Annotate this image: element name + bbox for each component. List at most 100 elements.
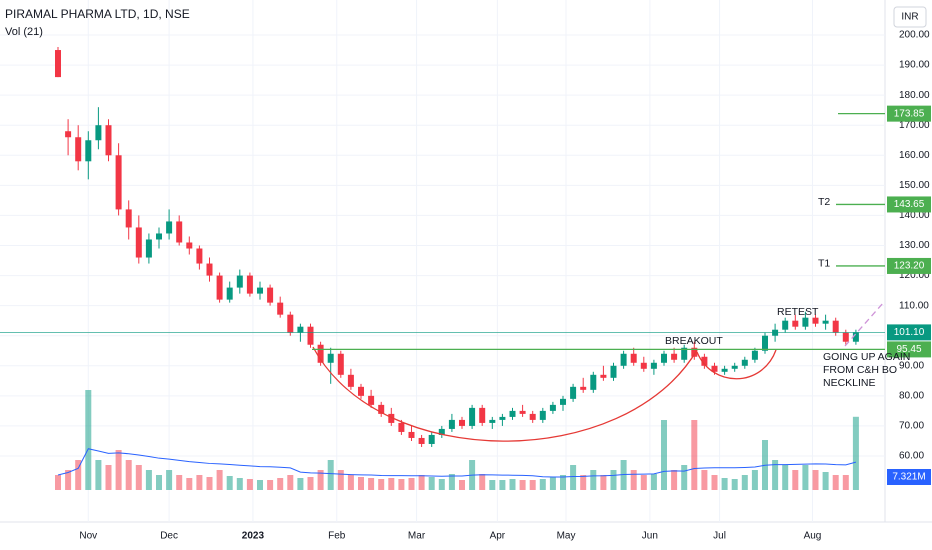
volume-bar [347,475,354,490]
volume-bar [287,475,294,490]
candle-body [772,329,779,336]
candle-body [539,410,546,420]
candle-body [297,326,304,333]
note-line: FROM C&H BO [823,364,897,376]
chart-title: PIRAMAL PHARMA LTD, 1D, NSE [5,7,190,21]
y-tick-label: 120.00 [899,270,930,281]
candle-body [782,320,789,330]
y-tick-label: 200.00 [899,30,930,41]
volume-bar [560,475,566,490]
candle-body [438,428,445,435]
candle-body [75,137,82,162]
volume-bar [428,477,435,490]
volume-bar [580,475,587,490]
x-tick-label: Nov [79,531,97,542]
volume-bar [358,477,364,490]
candle-body [741,359,748,366]
candle-body [610,365,617,378]
level-name: T2 [818,196,830,208]
volume-bar [95,460,102,490]
volume-bar [125,460,132,490]
volume-bar [842,475,849,490]
candle-body [620,353,627,366]
currency-button[interactable] [893,6,927,28]
volume-bar [307,477,314,490]
x-tick-label: 2023 [242,531,265,542]
volume-bar [85,390,92,490]
candle-body [560,398,566,405]
volume-bar [570,465,577,490]
candle-body [388,413,395,423]
volume-bar [590,470,597,490]
volume-bar [317,470,324,490]
volume-bar [650,474,657,490]
level-price-tag [887,196,931,213]
volume-bar [802,465,809,490]
volume-bar [691,420,698,490]
y-tick-label: 190.00 [899,60,930,71]
candle-body [95,125,102,141]
level-price-tag [887,105,931,122]
candle-body [337,353,344,375]
candle-body [479,407,486,423]
volume-bar [418,475,425,490]
candle-body [236,275,243,288]
currency-label: INR [901,12,918,23]
candle-body [358,386,364,396]
candle-body [751,350,758,360]
volume-bar [529,480,536,490]
candle-body [762,335,768,351]
volume-bar [55,475,61,490]
volume-bar [630,470,637,490]
y-tick-label: 110.00 [899,300,929,311]
volume-bar [135,465,142,490]
volume-bar [65,470,72,490]
volume-bar [519,480,526,490]
volume-bar [246,479,253,490]
volume-bar [145,470,152,490]
level-price-label: 143.65 [894,199,925,210]
volume-bar [539,479,546,490]
candle-body [196,248,203,264]
candle-body [115,155,122,210]
volume-bar [115,450,122,490]
candle-body [257,287,263,294]
candle-body [812,317,819,324]
volume-bar [782,465,789,490]
candle-body [186,242,193,249]
x-tick-label: Jul [713,531,726,542]
candle-body [216,275,223,300]
volume-bar [257,480,263,490]
candle-body [317,344,324,363]
candle-body [55,50,61,78]
candle-body [448,419,455,429]
note-line: NECKLINE [823,377,876,389]
volume-bar [337,470,344,490]
candle-body [277,302,284,315]
candle-body [246,275,253,294]
level-price-label: 123.20 [894,261,925,272]
volume-bar [398,479,405,490]
candle-body [570,386,577,399]
retest-label: RETEST [777,306,819,318]
y-tick-label: 170.00 [899,120,930,131]
candle-body [489,419,496,423]
y-tick-label: 60.00 [899,451,924,462]
volume-bar [610,470,617,490]
volume-bar [368,478,375,490]
candle-body [156,233,162,240]
volume-bar [297,478,304,490]
candle-body [226,287,233,300]
volume-bar [671,470,678,490]
candle-body [347,374,354,387]
candle-body [368,395,375,405]
candle-body [85,140,92,162]
level-price-label: 95.45 [896,344,921,355]
candle-body [459,419,465,426]
volume-bar [741,475,748,490]
volume-bar [620,460,627,490]
candle-body [792,320,799,327]
y-tick-label: 160.00 [899,150,930,161]
candle-body [640,362,647,369]
candle-body [469,407,476,426]
